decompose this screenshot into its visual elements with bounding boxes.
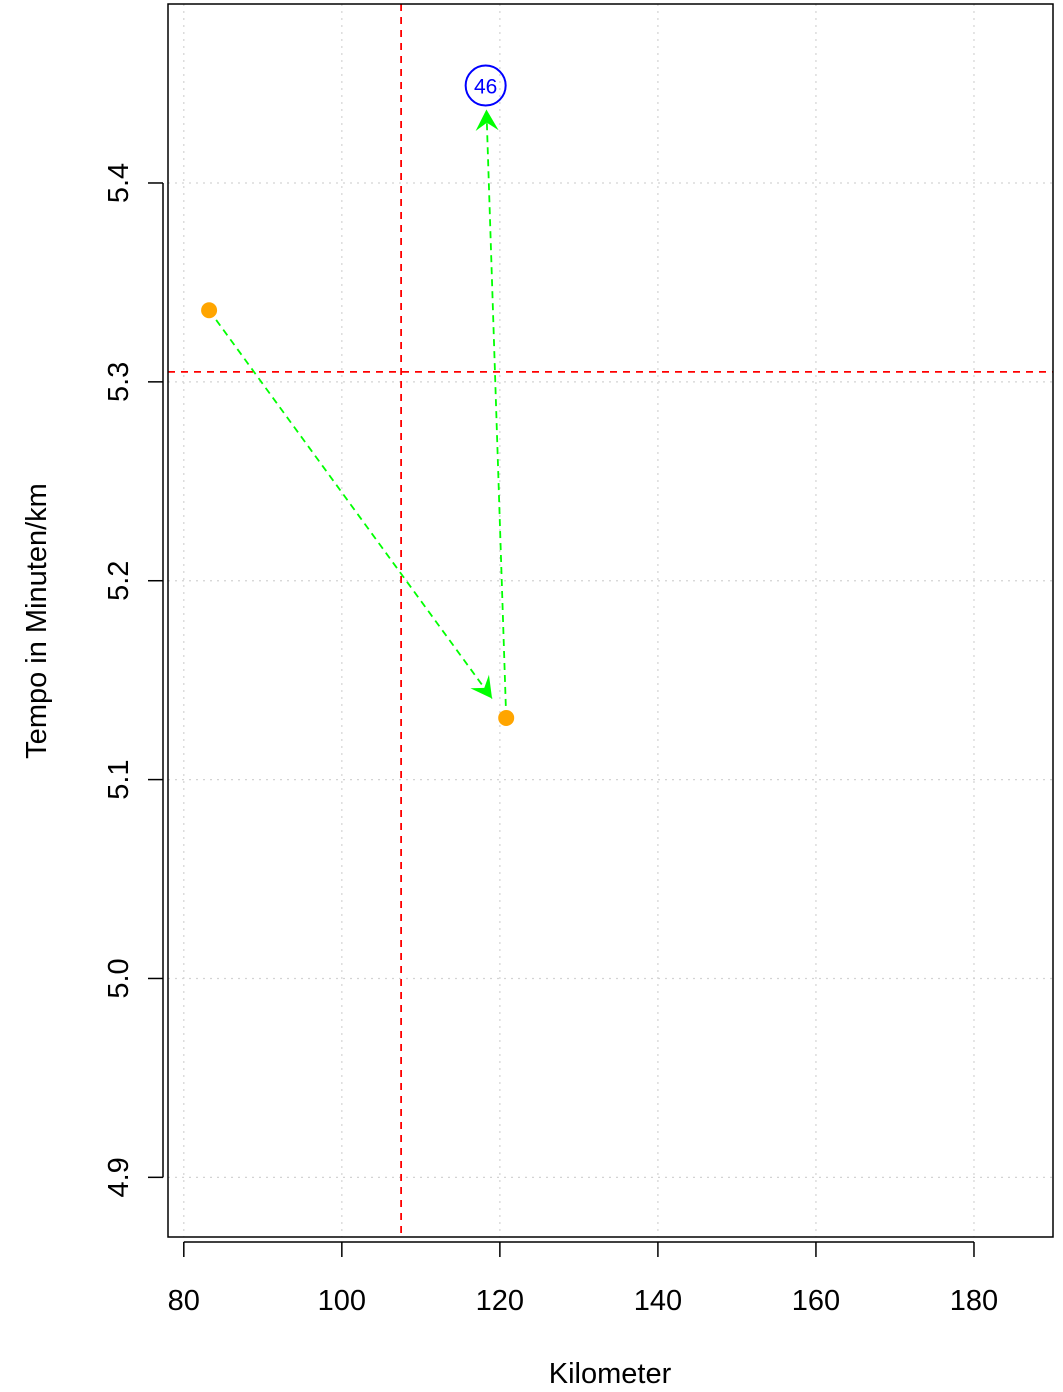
x-tick-label: 140 bbox=[634, 1285, 682, 1317]
data-points bbox=[201, 302, 515, 726]
grid-lines bbox=[168, 4, 1053, 1237]
annotation-circle bbox=[464, 64, 507, 107]
x-tick-label: 180 bbox=[950, 1285, 998, 1317]
x-tick-label: 160 bbox=[792, 1285, 840, 1317]
trajectory-segment bbox=[208, 309, 493, 700]
data-point bbox=[201, 302, 218, 319]
x-axis-label: Kilometer bbox=[549, 1358, 672, 1390]
y-tick-label: 4.9 bbox=[103, 1157, 135, 1197]
y-tick-label: 5.3 bbox=[103, 362, 135, 402]
annotation-label: 46 bbox=[474, 76, 497, 99]
trajectory-arrowhead bbox=[475, 109, 499, 131]
data-point bbox=[498, 709, 515, 726]
x-tick-label: 120 bbox=[476, 1285, 524, 1317]
y-axis: 4.9 5.0 5.1 5.2 5.3 5.4 bbox=[103, 163, 164, 1198]
reference-lines bbox=[168, 4, 1053, 1237]
y-tick-label: 5.1 bbox=[103, 759, 135, 799]
trajectory bbox=[208, 109, 508, 718]
annotation-group: 46 bbox=[464, 64, 507, 107]
y-axis-label: Tempo in Minuten/km bbox=[21, 483, 53, 759]
trajectory-arrowhead bbox=[470, 674, 493, 699]
x-axis: 80 100 120 140 160 180 bbox=[168, 1241, 998, 1317]
trajectory-segment bbox=[485, 109, 508, 718]
plot-border bbox=[167, 3, 1054, 1238]
y-tick-label: 5.4 bbox=[103, 163, 135, 203]
x-tick-label: 100 bbox=[318, 1285, 366, 1317]
x-tick-label: 80 bbox=[168, 1285, 200, 1317]
y-tick-label: 5.0 bbox=[103, 958, 135, 998]
y-tick-label: 5.2 bbox=[103, 561, 135, 601]
